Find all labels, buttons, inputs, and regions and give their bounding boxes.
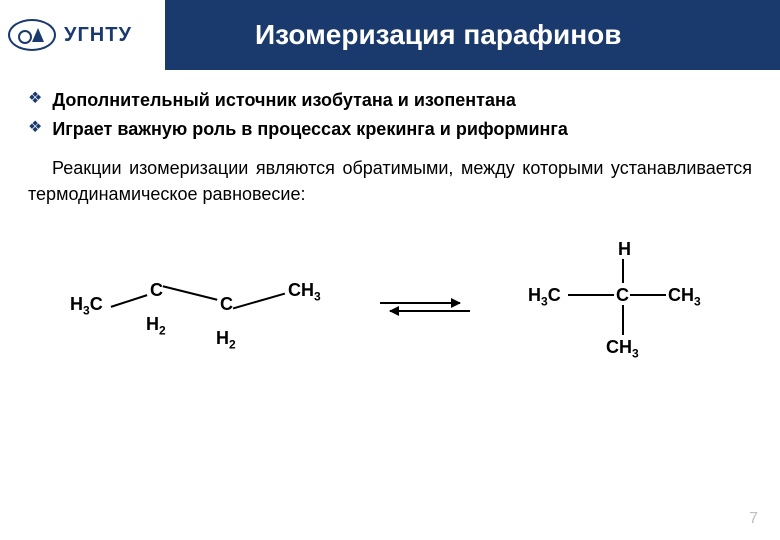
bullet-item: ❖ Дополнительный источник изобутана и из… bbox=[28, 88, 752, 113]
diamond-bullet-icon: ❖ bbox=[28, 117, 42, 139]
diamond-bullet-icon: ❖ bbox=[28, 88, 42, 110]
n-butane-structure: H3CCH2CH2CH3 bbox=[70, 272, 340, 342]
bond-line bbox=[111, 294, 148, 308]
atom-label: CH3 bbox=[606, 337, 639, 361]
equilibrium-arrow-icon bbox=[380, 292, 470, 322]
slide-content: ❖ Дополнительный источник изобутана и из… bbox=[0, 70, 780, 367]
atom-label: C bbox=[220, 294, 233, 315]
atom-label: C bbox=[616, 285, 629, 306]
atom-label: H bbox=[618, 239, 631, 260]
slide-header: УГНТУ Изомеризация парафинов bbox=[0, 0, 780, 70]
atom-label: H2 bbox=[216, 328, 236, 352]
org-name: УГНТУ bbox=[64, 24, 132, 47]
atom-label: H3C bbox=[70, 294, 103, 318]
page-number: 7 bbox=[749, 510, 758, 528]
bullet-text: Играет важную роль в процессах крекинга … bbox=[52, 117, 568, 142]
atom-label: CH3 bbox=[668, 285, 701, 309]
bond-line bbox=[622, 259, 624, 283]
bond-line bbox=[622, 305, 624, 335]
bond-line bbox=[163, 285, 218, 300]
atom-label: H2 bbox=[146, 314, 166, 338]
chemical-reaction: H3CCH2CH2CH3 HH3CCCH3CH3 bbox=[28, 247, 752, 367]
atom-label: CH3 bbox=[288, 280, 321, 304]
bullet-item: ❖ Играет важную роль в процессах крекинг… bbox=[28, 117, 752, 142]
bond-line bbox=[568, 294, 614, 296]
slide-title: Изомеризация парафинов bbox=[255, 19, 621, 51]
atom-label: H3C bbox=[528, 285, 561, 309]
isobutane-structure: HH3CCCH3CH3 bbox=[510, 247, 710, 367]
logo-block: УГНТУ bbox=[0, 0, 165, 70]
bullet-text: Дополнительный источник изобутана и изоп… bbox=[52, 88, 516, 113]
atom-label: C bbox=[150, 280, 163, 301]
bond-line bbox=[630, 294, 666, 296]
org-logo-icon bbox=[8, 19, 56, 51]
body-paragraph: Реакции изомеризации являются обратимыми… bbox=[28, 156, 752, 206]
bond-line bbox=[233, 292, 285, 309]
